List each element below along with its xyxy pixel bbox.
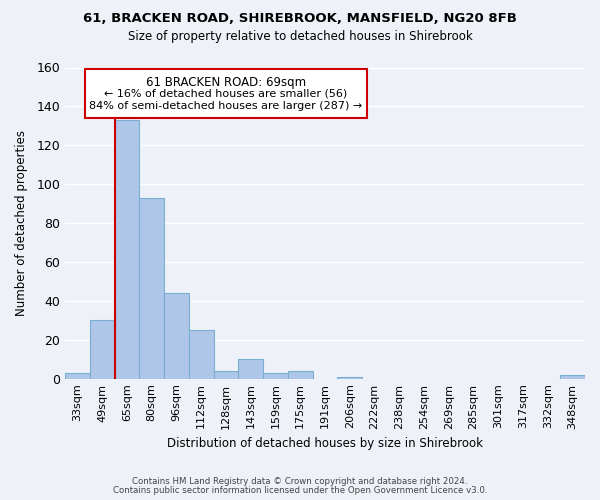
- Bar: [337, 376, 362, 378]
- Bar: [139, 198, 164, 378]
- Y-axis label: Number of detached properties: Number of detached properties: [15, 130, 28, 316]
- Text: 61 BRACKEN ROAD: 69sqm: 61 BRACKEN ROAD: 69sqm: [146, 76, 306, 90]
- Bar: [189, 330, 214, 378]
- Bar: [560, 375, 585, 378]
- Bar: [263, 373, 288, 378]
- Text: Contains public sector information licensed under the Open Government Licence v3: Contains public sector information licen…: [113, 486, 487, 495]
- Bar: [90, 320, 115, 378]
- Text: Size of property relative to detached houses in Shirebrook: Size of property relative to detached ho…: [128, 30, 472, 43]
- Bar: [115, 120, 139, 378]
- Text: 61, BRACKEN ROAD, SHIREBROOK, MANSFIELD, NG20 8FB: 61, BRACKEN ROAD, SHIREBROOK, MANSFIELD,…: [83, 12, 517, 26]
- Text: Contains HM Land Registry data © Crown copyright and database right 2024.: Contains HM Land Registry data © Crown c…: [132, 477, 468, 486]
- Bar: [65, 373, 90, 378]
- FancyBboxPatch shape: [85, 70, 367, 118]
- Bar: [164, 293, 189, 378]
- Bar: [214, 371, 238, 378]
- Bar: [238, 359, 263, 378]
- Text: 84% of semi-detached houses are larger (287) →: 84% of semi-detached houses are larger (…: [89, 100, 362, 110]
- Bar: [288, 371, 313, 378]
- Text: ← 16% of detached houses are smaller (56): ← 16% of detached houses are smaller (56…: [104, 89, 347, 99]
- X-axis label: Distribution of detached houses by size in Shirebrook: Distribution of detached houses by size …: [167, 437, 483, 450]
